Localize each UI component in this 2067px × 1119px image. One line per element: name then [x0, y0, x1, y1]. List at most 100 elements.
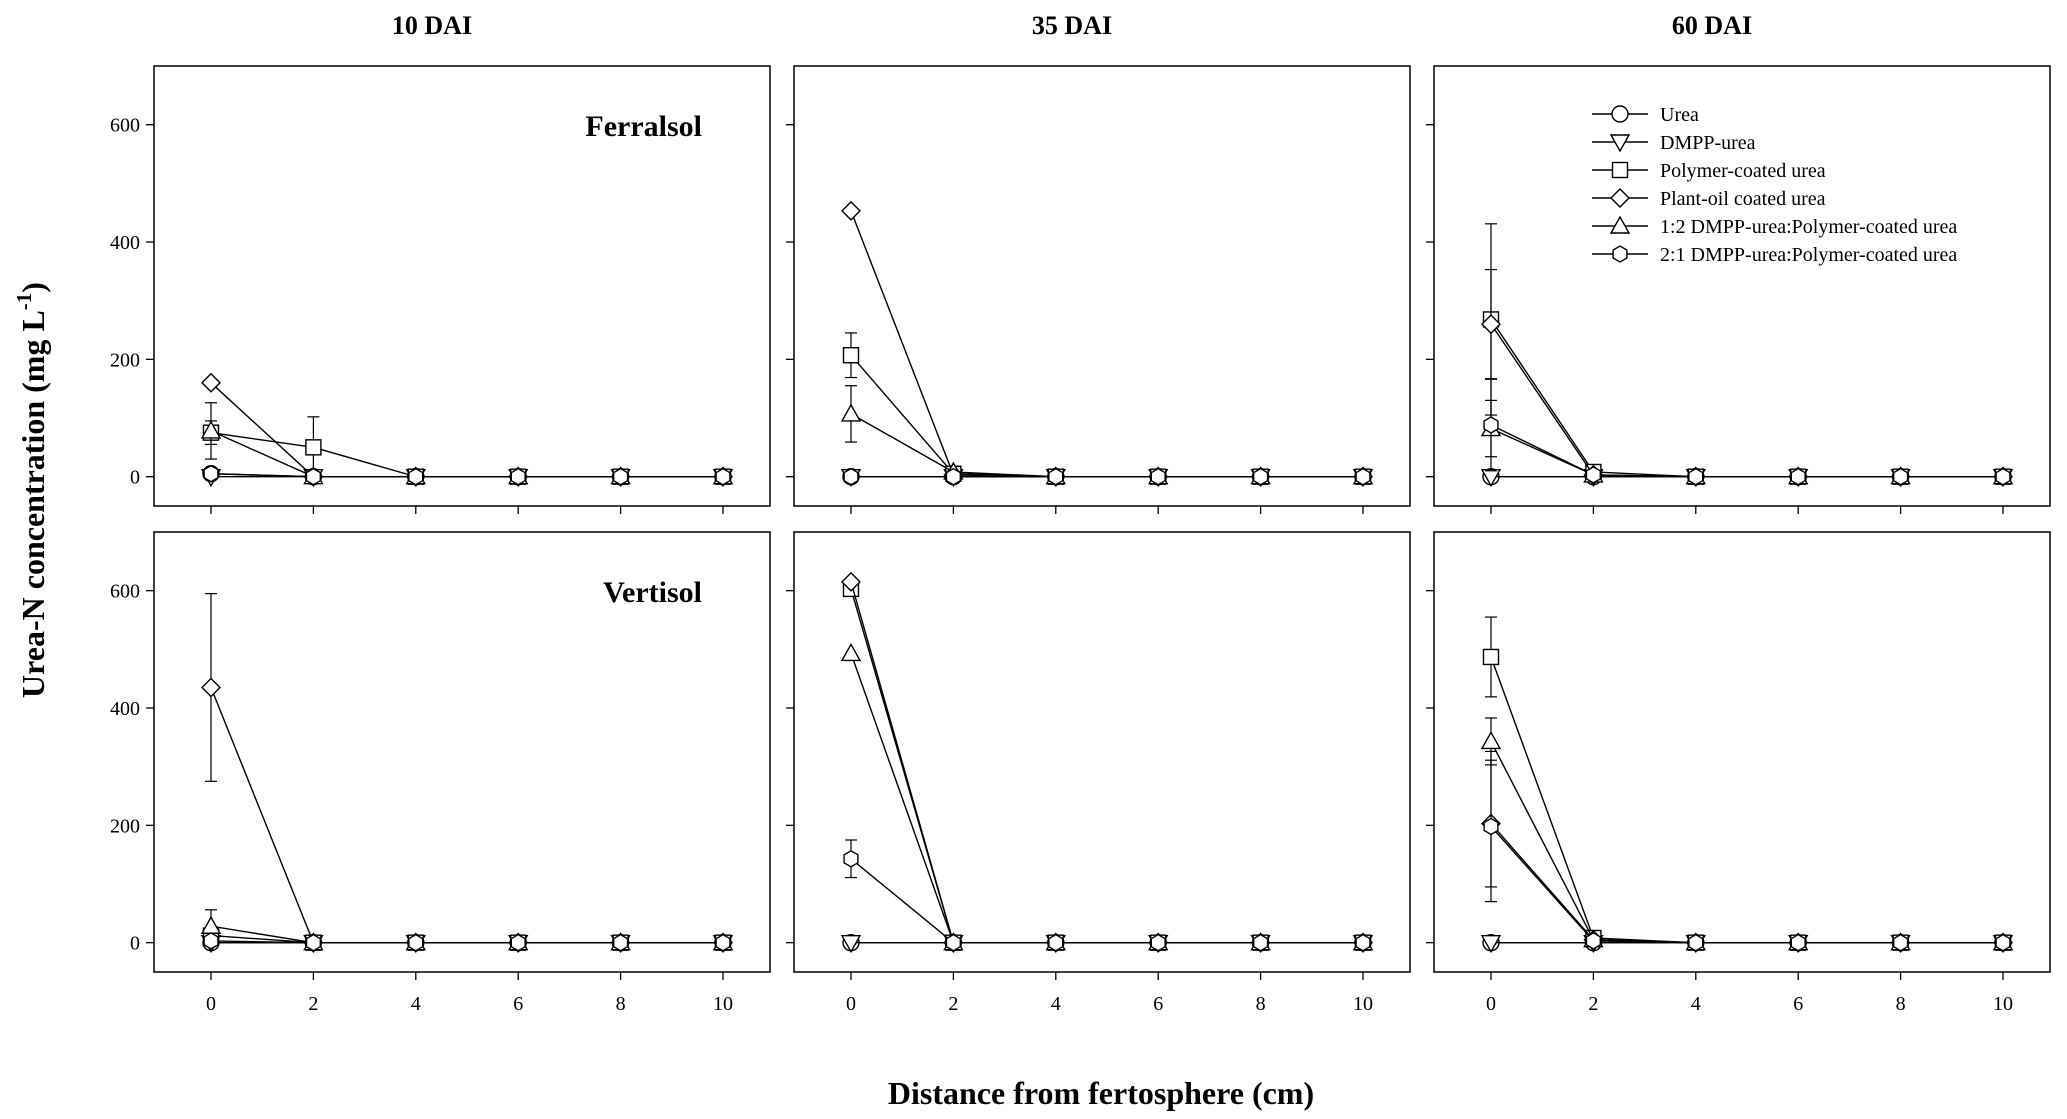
data-point — [1483, 817, 1499, 836]
data-point — [841, 200, 861, 221]
data-point — [945, 933, 961, 952]
series-line — [1490, 424, 2003, 478]
legend-entry-urea: Urea — [1592, 104, 1699, 126]
x-tick-label: 6 — [513, 993, 523, 1015]
column-title-35-dai: 35 DAI — [1032, 11, 1112, 40]
column-title-10-dai: 10 DAI — [392, 11, 472, 40]
x-tick-label: 10 — [1353, 993, 1373, 1015]
data-point — [305, 439, 322, 456]
series-2-1-dmpp-urea-polymer-coated-urea — [203, 932, 731, 952]
data-point — [715, 933, 731, 952]
x-tick-label: 8 — [1896, 993, 1906, 1015]
y-tick-label: 200 — [110, 349, 140, 371]
series-line — [850, 653, 1363, 944]
data-point — [203, 932, 219, 950]
legend-label: Plant-oil coated urea — [1660, 188, 1826, 210]
data-point — [842, 347, 860, 364]
panel-vertisol-10-dai: 0 200 400 600 0 2 4 6 8 10 Vertisol — [110, 531, 771, 1015]
plot-frame — [153, 65, 771, 507]
series-polymer-coated-urea — [1482, 616, 2012, 951]
series-line — [210, 687, 723, 944]
series-2-1-dmpp-urea-polymer-coated-urea — [843, 467, 1371, 486]
series-dmpp-urea — [840, 934, 1374, 954]
x-tick-label: 6 — [1793, 993, 1803, 1015]
series-line — [210, 473, 723, 478]
series-line — [210, 940, 723, 944]
data-point — [1150, 933, 1166, 952]
legend-marker — [1609, 215, 1631, 234]
legend-entry-1-2-dmpp-urea-polymer-coated-urea: 1:2 DMPP-urea:Polymer-coated urea — [1592, 215, 1957, 238]
plot-frame — [793, 65, 1411, 507]
y-tick-label: 600 — [110, 115, 140, 137]
y-axis-title: Urea-N concentration (mg L-1) — [12, 282, 51, 698]
series-plant-oil-coated-urea — [201, 592, 733, 953]
data-point — [1355, 933, 1371, 952]
legend-label: DMPP-urea — [1660, 132, 1756, 154]
data-point — [1252, 933, 1269, 952]
data-point — [613, 933, 629, 952]
legend-entry-polymer-coated-urea: Polymer-coated urea — [1592, 160, 1826, 182]
panel-ferralsol-60-dai — [1426, 65, 2051, 514]
data-point — [305, 933, 321, 952]
x-tick-label: 4 — [1051, 993, 1061, 1015]
series-polymer-coated-urea — [202, 927, 732, 951]
legend: Urea DMPP-urea Polymer-coated urea Plant-oi… — [1592, 104, 1957, 266]
x-tick-label: 6 — [1153, 993, 1163, 1015]
series-1-2-dmpp-urea-polymer-coated-urea — [200, 909, 734, 951]
series-line — [850, 588, 1363, 944]
data-point — [201, 372, 221, 393]
panel-ferralsol-10-dai: 0 200 400 600 Ferralsol — [110, 65, 771, 514]
data-point — [1481, 314, 1501, 335]
data-point — [1995, 933, 2011, 952]
x-axis-title: Distance from fertosphere (cm) — [888, 1075, 1314, 1111]
series-line — [1490, 826, 2003, 944]
data-point — [840, 934, 862, 954]
x-tick-label: 0 — [1486, 993, 1496, 1015]
series-plant-oil-coated-urea — [841, 571, 1373, 953]
plot-frame — [153, 531, 771, 973]
data-point — [305, 467, 321, 486]
x-tick-label: 10 — [1993, 993, 2013, 1015]
x-tick-label: 2 — [308, 993, 318, 1015]
x-tick-label: 2 — [948, 993, 958, 1015]
data-point — [1688, 467, 1704, 486]
data-point — [841, 571, 861, 592]
y-tick-label: 400 — [110, 698, 140, 720]
legend-marker — [1612, 245, 1628, 263]
data-point — [715, 467, 731, 486]
y-tick-label: 600 — [110, 581, 140, 603]
data-point — [1048, 933, 1064, 952]
data-point — [201, 677, 221, 698]
series-1-2-dmpp-urea-polymer-coated-urea — [1480, 399, 2014, 485]
legend-label: 1:2 DMPP-urea:Polymer-coated urea — [1660, 216, 1957, 238]
y-tick-label: 200 — [110, 815, 140, 837]
data-point — [1480, 934, 1502, 954]
series-1-2-dmpp-urea-polymer-coated-urea — [840, 385, 1374, 485]
data-point — [1252, 467, 1269, 486]
data-point — [510, 467, 526, 486]
series-2-1-dmpp-urea-polymer-coated-urea — [843, 839, 1371, 952]
legend-label: Polymer-coated urea — [1660, 160, 1826, 182]
data-point — [408, 467, 424, 486]
x-tick-label: 4 — [1691, 993, 1701, 1015]
data-point — [1480, 731, 1502, 750]
data-point — [1892, 933, 1909, 952]
series-dmpp-urea — [1480, 468, 2014, 488]
data-point — [510, 933, 526, 952]
legend-marker — [1609, 134, 1631, 153]
series-plant-oil-coated-urea — [201, 372, 733, 487]
series-polymer-coated-urea — [842, 580, 1372, 951]
series-line — [850, 354, 1363, 478]
legend-entry-plant-oil-coated-urea: Plant-oil coated urea — [1592, 188, 1826, 210]
series-line — [850, 413, 1363, 478]
x-tick-label: 8 — [616, 993, 626, 1015]
data-point — [1483, 416, 1499, 434]
data-point — [1688, 933, 1704, 952]
series-1-2-dmpp-urea-polymer-coated-urea — [1480, 717, 2014, 951]
series-line — [1490, 656, 2003, 944]
series-plant-oil-coated-urea — [841, 200, 1373, 487]
legend-label: 2:1 DMPP-urea:Polymer-coated urea — [1660, 244, 1957, 266]
series-2-1-dmpp-urea-polymer-coated-urea — [1483, 750, 2011, 952]
